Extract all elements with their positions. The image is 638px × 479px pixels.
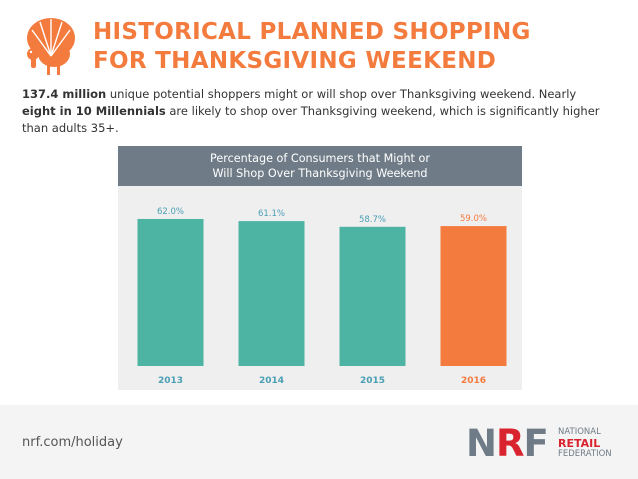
bar-2014 [238,221,305,366]
footer-url-link[interactable]: nrf.com/holiday [22,435,123,450]
bar-chart-plot: 62.0% 2013 61.1% 2014 58.7% 2015 59.0% 2016 [137,207,507,386]
x-tick-label-2013: 2013 [158,376,183,386]
nrf-logo: NRF NATIONAL RETAIL FEDERATION [466,423,626,467]
chart-title-line-2: Will Shop Over Thanksgiving Weekend [212,167,428,180]
title-line-1: HISTORICAL PLANNED SHOPPING [93,19,531,45]
logo-letter-n: N [466,422,497,465]
footer: nrf.com/holiday NRF NATIONAL RETAIL FEDE… [0,405,638,479]
logo-word-national: NATIONAL [558,427,601,437]
bar-2013 [137,218,204,366]
chart-title: Percentage of Consumers that Might or Wi… [118,146,522,186]
logo-letter-r: R [495,422,524,465]
logo-letter-f: F [523,422,548,465]
bar-chart: 62.0% 2013 61.1% 2014 58.7% 2015 59.0% 2016 [118,186,522,390]
bar-2016 [440,226,507,366]
data-label-2015: 58.7% [359,215,386,225]
data-label-2016: 59.0% [460,214,487,224]
x-tick-label-2016: 2016 [461,376,486,386]
logo-mark: NRF [466,422,549,465]
data-label-2013: 62.0% [157,207,184,217]
summary-bold-1: 137.4 million [22,87,107,101]
summary-bold-2: eight in 10 Millennials [22,104,166,118]
title-line-2: FOR THANKSGIVING WEEKEND [93,48,497,74]
x-tick-label-2014: 2014 [259,376,284,386]
x-tick-label-2015: 2015 [360,376,385,386]
logo-word-federation: FEDERATION [558,449,612,459]
data-label-2014: 61.1% [258,209,285,219]
summary-text-2: are likely to shop over Thanksgiving wee… [22,104,600,135]
summary-text-1: unique potential shoppers might or will … [106,87,577,101]
logo-word-retail: RETAIL [558,437,601,450]
summary-paragraph: 137.4 million unique potential shoppers … [22,86,612,137]
page-title: HISTORICAL PLANNED SHOPPING FOR THANKSGI… [93,18,531,76]
chart-title-line-1: Percentage of Consumers that Might or [210,152,430,165]
logo-wordmark: NATIONAL RETAIL FEDERATION [558,427,612,460]
bar-2015 [339,226,406,366]
turkey-icon [27,18,75,75]
